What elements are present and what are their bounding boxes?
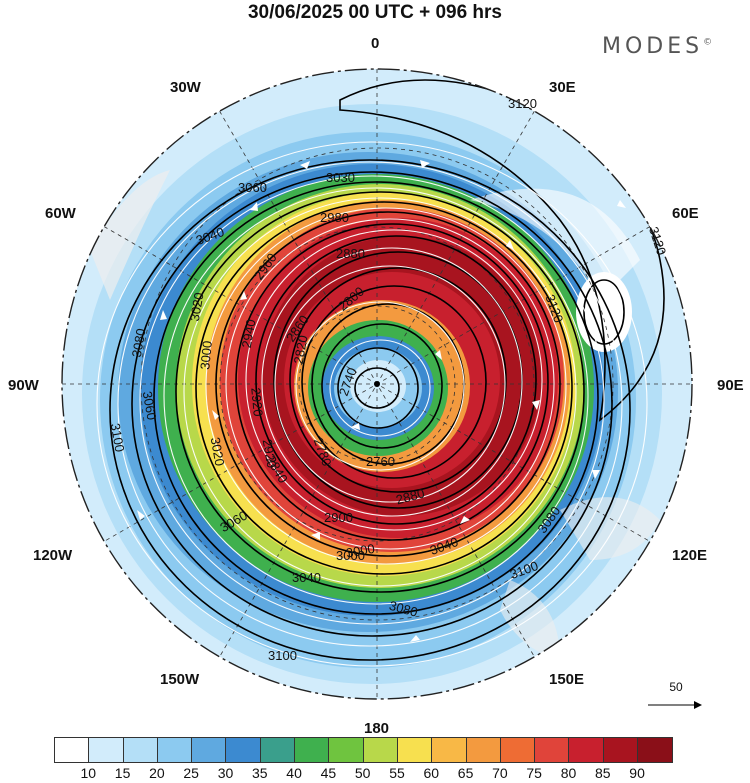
brand-name: MODES [602,34,704,59]
lon-label-60w: 60W [45,205,77,222]
contour-label: 2760 [366,454,395,469]
colorbar-segment [157,738,193,762]
contour-label: 2880 [336,246,365,261]
contour-label: 3120 [508,96,537,111]
contour-label: 2900 [324,510,353,525]
lon-label-150w: 150W [160,671,200,688]
colorbar-tick-label: 70 [492,765,508,781]
colorbar-tick-label: 90 [629,765,645,781]
colorbar-tick-label: 60 [423,765,440,781]
colorbar-segment [89,738,124,762]
colorbar-segment [397,738,433,762]
contour-label: 2920 [248,387,265,417]
vector-reference-value: 50 [669,680,683,694]
longitude-labels: 0 30E 60E 90E 120E 150E 180 150W 120W 90… [8,35,744,737]
colorbar-tick-label: 45 [320,765,337,781]
lon-label-30w: 30W [170,79,202,96]
contour-label: 3000 [345,541,376,561]
lon-label-180: 180 [364,720,389,737]
pole-marker [374,381,380,387]
colorbar-segment [603,738,639,762]
contour-label: 3100 [268,648,297,663]
contour-label: 3060 [238,180,267,195]
height-contours [109,79,665,661]
contour-label: 2880 [394,485,426,507]
colorbar-segment [295,738,330,762]
colorbar-segment [192,738,227,762]
lon-label-90e: 90E [717,377,744,394]
colorbar-segment [226,738,261,762]
contour-label: 3080 [129,327,149,358]
colorbar-segment [638,738,673,762]
colorbar-tick-label: 10 [80,765,97,781]
contour-label: 3040 [292,570,321,585]
colorbar-segment [55,738,90,762]
contour-label: 3000 [336,548,365,563]
lon-label-0: 0 [371,35,379,52]
contour-label: 3020 [187,291,207,322]
colorbar-tick-label: 80 [560,765,577,781]
colorbar-tick-label: 35 [252,765,268,781]
contour-label: 3060 [140,390,160,421]
lon-label-90w: 90W [8,377,40,394]
copyright-mark: © [703,37,713,48]
lon-label-30e: 30E [549,79,576,96]
contour-label: 3080 [388,598,420,620]
colorbar-tick-label: 40 [286,765,302,781]
colorbar-segment [466,738,501,762]
colorbar-segment [500,738,536,762]
vector-reference-arrow [648,701,702,709]
wind-speed-field [62,69,692,699]
colorbar [54,737,674,763]
colorbar-segment [535,738,570,762]
lon-label-60e: 60E [672,205,699,222]
colorbar-segment [569,738,604,762]
contour-label: 3100 [108,422,128,453]
map-boundary [61,68,693,700]
colorbar-segment [123,738,158,762]
colorbar-segment [329,738,364,762]
contour-label: 2980 [320,210,349,225]
colorbar-tick-label: 15 [114,765,131,781]
contour-label: 2940 [239,318,259,349]
contour-label: 3030 [326,170,355,185]
lon-label-120e: 120E [672,547,707,564]
colorbar-tick-label: 65 [457,765,474,781]
wind-arrowheads [137,160,626,642]
colorbar-tick-label: 30 [217,765,234,781]
lon-label-150e: 150E [549,671,584,688]
colorbar-tick-label: 55 [389,765,405,781]
colorbar-ticks: 10 15 20 25 30 35 40 45 50 55 60 65 70 75 80 85 90 [54,765,750,783]
vector-reference: 50 [646,680,706,694]
colorbar-segment [432,738,467,762]
contour-label: 3020 [208,436,228,467]
colorbar-tick-label: 75 [526,765,542,781]
brand-logo: MODES© [602,34,712,59]
colorbar-tick-label: 25 [183,765,199,781]
lon-label-120w: 120W [33,547,73,564]
colorbar-segment [260,738,296,762]
colorbar-tick-label: 20 [149,765,165,781]
colorbar-segment [363,738,398,762]
colorbar-tick-label: 85 [595,765,611,781]
contour-label: 2820 [291,334,311,365]
map-title: 30/06/2025 00 UTC + 096 hrs [247,2,503,23]
contour-label: 3000 [197,340,214,370]
contour-label: 2920 [260,438,280,469]
colorbar-tick-label: 50 [354,765,371,781]
wind-streamlines [96,141,648,667]
